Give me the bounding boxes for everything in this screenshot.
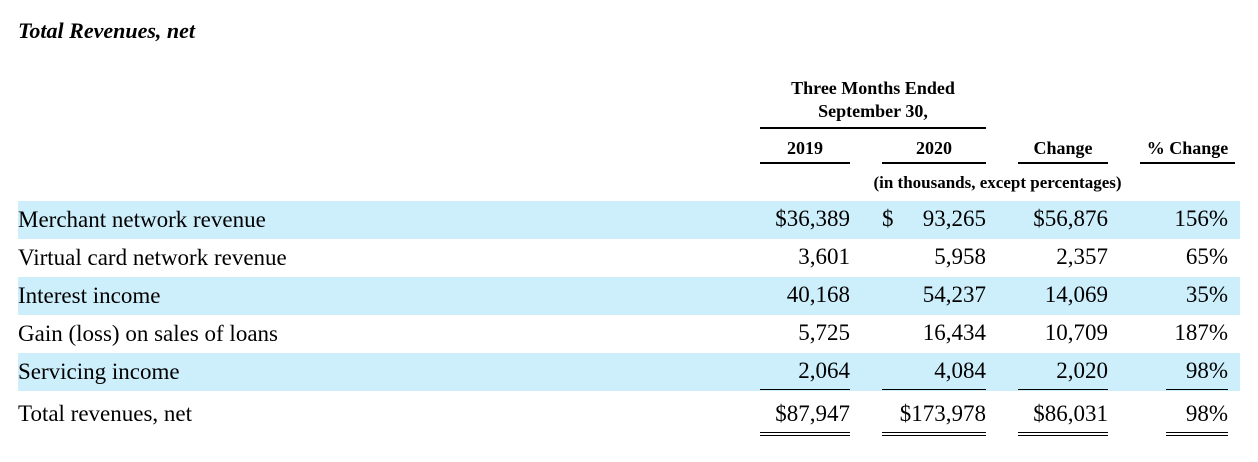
value-2020-amount: 93,265	[922, 206, 986, 231]
table-row: Merchant network revenue $36,389 $ 93,26…	[18, 201, 1240, 239]
row-label: Gain (loss) on sales of loans	[18, 321, 278, 346]
value-pct-change: 35%	[1185, 282, 1228, 307]
currency-symbol: $	[882, 206, 894, 231]
table-row-total: Total revenues, net $87,947 $173,978 $86…	[18, 396, 1240, 436]
col-header-2019: 2019	[760, 137, 850, 164]
value-pct-change: 98%	[1166, 396, 1228, 436]
period-header: Three Months Ended September 30,	[760, 77, 986, 129]
table-row: Servicing income 2,064 4,084 2,020 98%	[18, 353, 1240, 391]
value-2019: 2,064	[760, 353, 850, 390]
value-change: 2,357	[1056, 244, 1108, 269]
value-2020: 4,084	[882, 353, 986, 390]
row-label: Total revenues, net	[18, 401, 193, 426]
value-2019: 5,725	[798, 320, 850, 345]
value-2019: 40,168	[786, 282, 850, 307]
value-change: 14,069	[1044, 282, 1108, 307]
value-pct-change: 156%	[1174, 206, 1228, 231]
value-2020: 5,958	[934, 244, 986, 269]
col-header-change: Change	[1018, 137, 1108, 164]
value-pct-change: 65%	[1185, 244, 1228, 269]
row-label: Virtual card network revenue	[18, 245, 287, 270]
value-pct-change: 187%	[1174, 320, 1228, 345]
table-row: Gain (loss) on sales of loans 5,725 16,4…	[18, 315, 1240, 353]
value-2020: 16,434	[922, 320, 986, 345]
table-row: Interest income 40,168 54,237 14,069 35%	[18, 277, 1240, 315]
col-header-pct-change: % Change	[1140, 137, 1235, 164]
value-2020: $173,978	[882, 396, 986, 436]
value-change: $56,876	[1033, 206, 1108, 231]
period-header-line2: September 30,	[818, 101, 928, 121]
value-change: 2,020	[1018, 353, 1108, 390]
row-label: Interest income	[18, 283, 161, 308]
row-label: Merchant network revenue	[18, 207, 266, 232]
value-change: $86,031	[1018, 396, 1108, 436]
table-row: Virtual card network revenue 3,601 5,958…	[18, 239, 1240, 277]
value-change: 10,709	[1044, 320, 1108, 345]
value-2020: $ 93,265	[882, 201, 986, 237]
value-2019: $87,947	[760, 396, 850, 436]
value-2019: 3,601	[798, 244, 850, 269]
units-note: (in thousands, except percentages)	[873, 173, 1122, 192]
col-header-2020: 2020	[882, 137, 986, 164]
period-header-line1: Three Months Ended	[791, 78, 955, 98]
row-label: Servicing income	[18, 359, 180, 384]
value-pct-change: 98%	[1166, 353, 1228, 390]
section-title: Total Revenues, net	[18, 18, 196, 43]
value-2020: 54,237	[922, 282, 986, 307]
value-2019: $36,389	[775, 206, 850, 231]
